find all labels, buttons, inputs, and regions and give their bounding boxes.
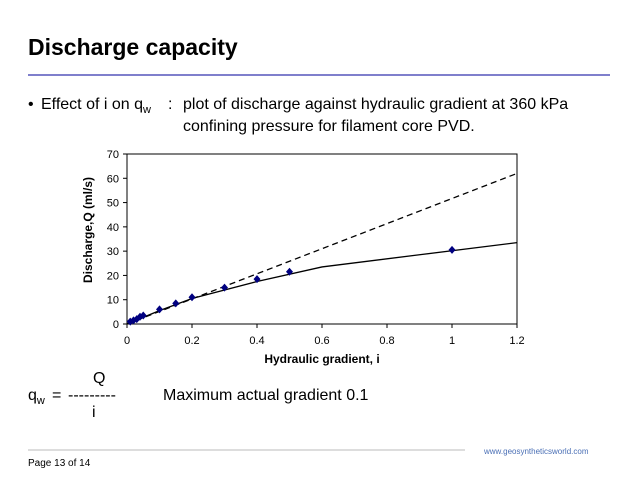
y-tick-label: 30 xyxy=(107,246,119,258)
data-point xyxy=(221,283,228,292)
y-tick-label: 10 xyxy=(107,295,119,307)
y-tick-label: 40 xyxy=(107,222,119,234)
trend-line xyxy=(126,172,518,325)
x-tick-label: 0.2 xyxy=(184,335,199,347)
formula-bar: --------- xyxy=(68,387,116,404)
chart: Hydraulic gradient, i Discharge,Q (ml/s)… xyxy=(81,149,525,366)
y-tick-label: 20 xyxy=(107,270,119,282)
data-point xyxy=(139,311,147,320)
x-tick-label: 0.4 xyxy=(249,335,264,347)
x-tick-label: 0.6 xyxy=(314,335,329,347)
x-axis-label: Hydraulic gradient, i xyxy=(264,352,379,366)
trend-line xyxy=(126,241,518,325)
formula-lhs-text: q xyxy=(28,387,37,404)
formula-equals: = xyxy=(52,387,61,404)
y-tick-label: 60 xyxy=(107,173,119,185)
x-tick-label: 0 xyxy=(124,335,130,347)
note: Maximum actual gradient 0.1 xyxy=(163,387,369,404)
bullet-line: plot of discharge against hydraulic grad… xyxy=(183,96,568,113)
data-point xyxy=(253,275,261,284)
bullet-lead-text: Effect of i on q xyxy=(41,96,143,113)
footer-page: Page 13 of 14 xyxy=(28,458,91,469)
data-point xyxy=(172,299,180,308)
data-point xyxy=(448,245,456,254)
plot-frame xyxy=(126,153,518,325)
bullet-separator: : xyxy=(168,96,172,113)
y-tick-label: 0 xyxy=(113,319,119,331)
y-axis-label: Discharge,Q (ml/s) xyxy=(81,177,95,283)
y-tick-label: 70 xyxy=(107,149,119,161)
footer-website: www.geosyntheticsworld.com xyxy=(483,447,589,456)
bullet-line: confining pressure for filament core PVD… xyxy=(183,118,475,135)
data-point xyxy=(286,267,293,276)
data-point xyxy=(156,305,163,314)
x-tick-label: 1.2 xyxy=(509,335,524,347)
formula-lhs-sub: w xyxy=(36,395,45,407)
formula-lhs: qw xyxy=(28,387,45,407)
formula-denominator: i xyxy=(92,404,96,421)
slide-title: Discharge capacity xyxy=(28,34,238,60)
formula-numerator: Q xyxy=(93,370,105,387)
bullet-lead: Effect of i on qw xyxy=(41,96,151,116)
bullet-dot: • xyxy=(28,96,34,113)
x-tick-label: 0.8 xyxy=(379,335,394,347)
x-tick-label: 1 xyxy=(449,335,455,347)
data-point xyxy=(188,293,196,302)
bullet-lead-sub: w xyxy=(142,104,151,116)
y-tick-label: 50 xyxy=(107,198,119,210)
